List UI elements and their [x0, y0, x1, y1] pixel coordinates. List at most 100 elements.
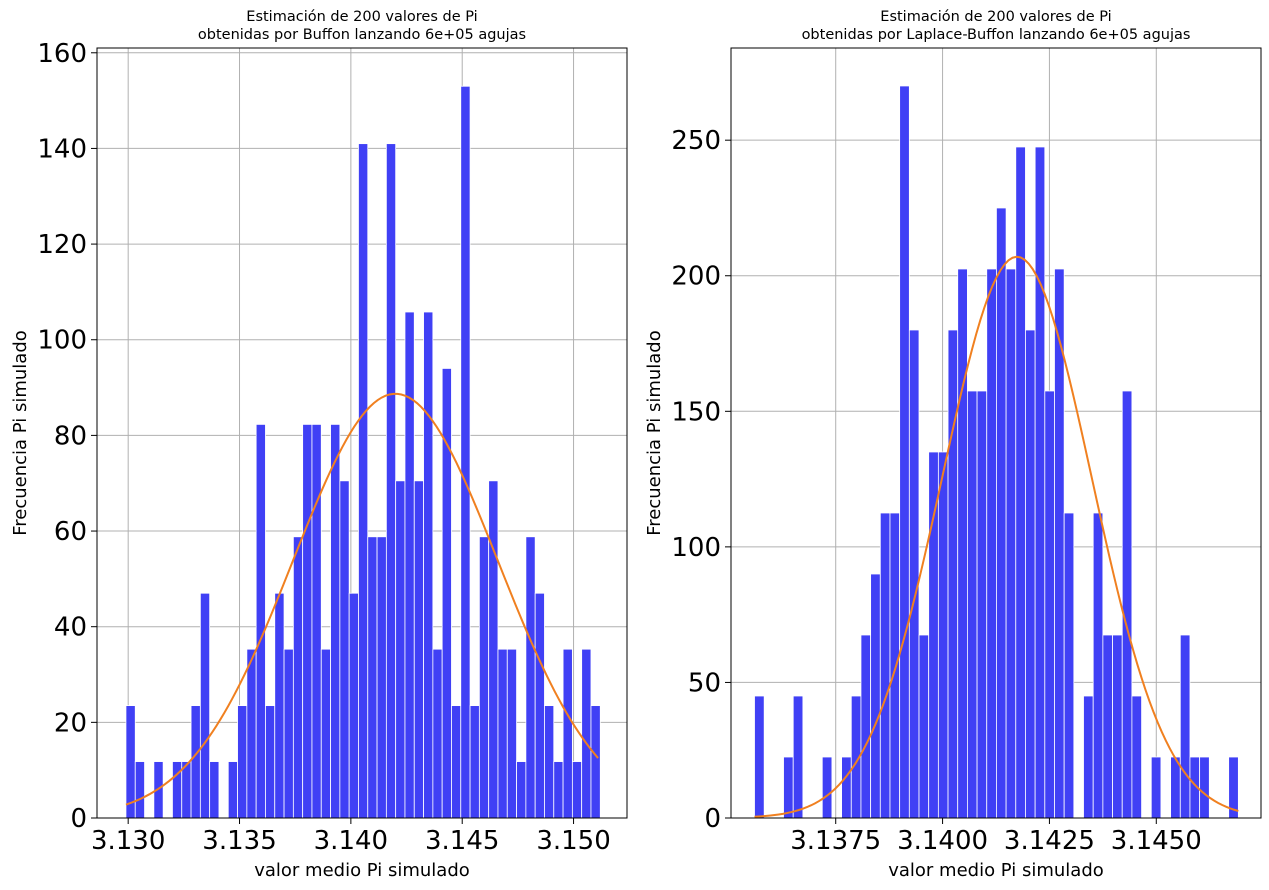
histogram-bar [1063, 512, 1075, 819]
histogram-bar [292, 536, 304, 819]
histogram-bar [889, 512, 901, 819]
histogram-bar [754, 695, 765, 819]
histogram-bar [395, 480, 406, 819]
histogram-bar [283, 648, 294, 819]
histogram-bar [544, 705, 555, 819]
x-tick-label: 3.145 [425, 826, 499, 856]
histogram-bar [451, 705, 462, 819]
histogram-bar [516, 761, 527, 819]
chart-title-line2: obtenidas por Laplace-Buffon lanzando 6e… [802, 27, 1191, 43]
histogram-bar [506, 648, 517, 819]
histogram-bar [1015, 146, 1026, 819]
histogram-bar [1034, 146, 1046, 819]
y-tick-label: 250 [671, 126, 721, 156]
y-tick-label: 140 [37, 134, 87, 164]
histogram-bar [1179, 634, 1191, 819]
histogram-bar [792, 695, 804, 819]
histogram-bar [783, 756, 794, 819]
histogram-bar [339, 480, 350, 819]
x-tick-label: 3.1400 [897, 826, 988, 856]
histogram-bar [986, 268, 997, 819]
y-tick-label: 160 [37, 39, 87, 69]
y-tick-label: 150 [671, 397, 721, 427]
histogram-bar [376, 536, 387, 819]
chart-buffon: 3.130 3.135 3.140 3.145 3.150 0 20 40 60 80 100 120… [10, 9, 628, 881]
histogram-bar [227, 761, 238, 819]
histogram-bar [460, 85, 471, 819]
histogram-bar [237, 705, 248, 819]
y-tick-label: 60 [54, 517, 87, 547]
x-tick-label: 3.1425 [1004, 826, 1095, 856]
histogram-bar [469, 705, 480, 819]
x-tick-label: 3.130 [91, 826, 165, 856]
y-tick-label: 0 [704, 804, 721, 834]
histogram-bar [821, 756, 833, 819]
histogram-bar [311, 423, 322, 819]
histogram-bar [562, 648, 573, 819]
x-tick-label: 3.1450 [1111, 826, 1202, 856]
histogram-bar [1083, 695, 1094, 819]
histogram-bar [497, 648, 508, 819]
axes-frame [730, 47, 1262, 819]
y-tick-label: 20 [54, 708, 87, 738]
histogram-bar [348, 592, 359, 819]
histogram-bar [302, 423, 313, 819]
histogram-bar [1150, 756, 1162, 819]
histogram-bar [255, 423, 266, 819]
histogram-bar [928, 451, 939, 819]
histogram-bar [1102, 634, 1113, 819]
histogram-bar [534, 592, 545, 819]
histogram-bar [1131, 695, 1142, 819]
y-tick-label: 80 [54, 421, 87, 451]
x-tick-label: 3.135 [202, 826, 276, 856]
y-tick-label: 100 [671, 533, 721, 563]
histogram-bar [590, 705, 601, 819]
histogram-bar [478, 536, 490, 819]
x-tick-label: 3.150 [536, 826, 610, 856]
histogram-bar [976, 390, 988, 819]
x-tick-label: 3.1375 [790, 826, 881, 856]
histogram-bar [1092, 512, 1104, 819]
fit-curve [754, 255, 1239, 818]
histogram-bar [957, 268, 968, 819]
x-axis-label: valor medio Pi simulado [888, 860, 1104, 881]
y-axis-label: Frecuencia Pi simulado [10, 330, 31, 536]
histogram-bar [190, 705, 201, 819]
histogram-bar [937, 451, 949, 819]
histogram-bar [404, 311, 415, 819]
histogram-bar [181, 761, 192, 819]
histogram-bar [1170, 756, 1181, 819]
y-tick-label: 200 [671, 262, 721, 292]
histogram-bar [870, 573, 881, 819]
histogram-bar [367, 536, 378, 819]
histogram-bar [265, 705, 276, 819]
y-tick-label: 40 [54, 613, 87, 643]
histogram-bar [385, 143, 397, 819]
y-tick-label: 50 [688, 668, 721, 698]
histogram-bar [488, 480, 499, 819]
histogram-bar [841, 756, 852, 819]
chart-title-line2: obtenidas por Buffon lanzando 6e+05 aguj… [198, 27, 526, 43]
histogram-bar [1044, 390, 1055, 819]
y-tick-label: 100 [37, 326, 87, 356]
histogram-bar [413, 480, 424, 819]
histogram-bar [860, 634, 872, 819]
chart-laplace-buffon: 3.1375 3.1400 3.1425 3.1450050100150200250 … [644, 9, 1262, 881]
histogram-bar [553, 761, 564, 819]
histogram-bar [899, 85, 910, 819]
histogram-bar [320, 648, 331, 819]
chart-title-line1: Estimación de 200 valores de Pi [246, 9, 477, 25]
histogram-bar [199, 592, 211, 819]
histogram-bar [571, 761, 583, 819]
histogram-bar [525, 536, 536, 819]
y-tick-label: 0 [70, 804, 87, 834]
histogram-bar [274, 592, 285, 819]
histogram-bar [423, 311, 434, 819]
histogram-bar [918, 634, 930, 819]
x-tick-label: 3.140 [314, 826, 388, 856]
histogram-bar [209, 761, 220, 819]
x-axis-label: valor medio Pi simulado [254, 860, 470, 881]
histogram-bar [246, 648, 257, 819]
y-tick-label: 120 [37, 230, 87, 260]
